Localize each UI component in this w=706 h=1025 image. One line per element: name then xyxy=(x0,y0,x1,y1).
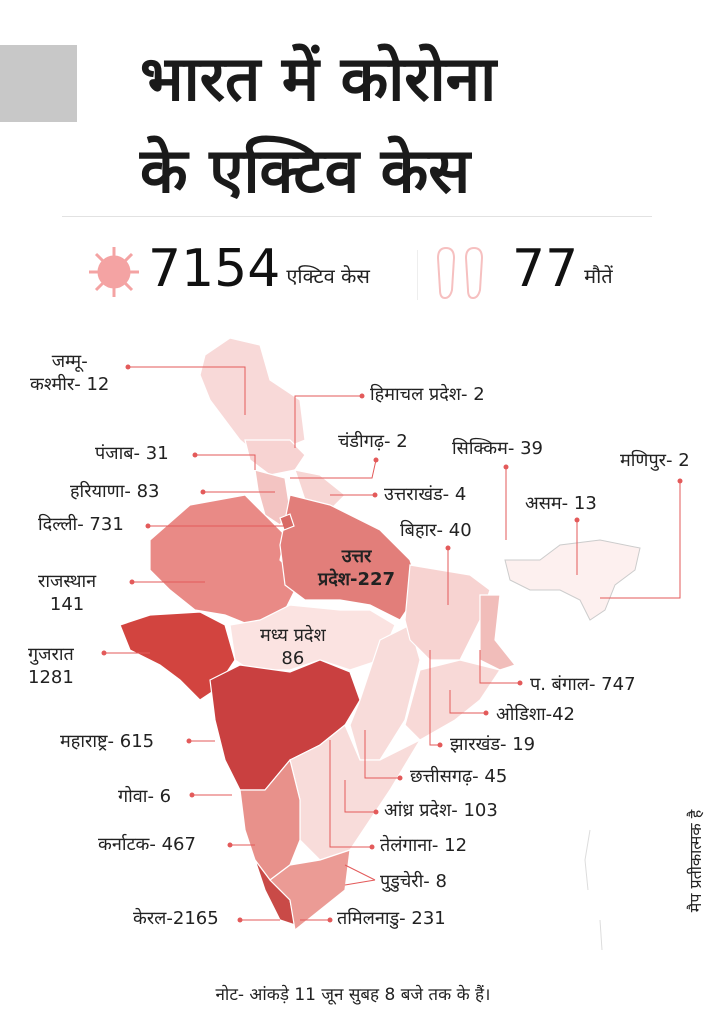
region-haryana xyxy=(254,469,291,526)
stat-separator xyxy=(417,250,418,300)
label-up-line2: प्रदेश-227 xyxy=(318,569,396,591)
label-chandigarh: चंडीगढ़- 2 xyxy=(338,431,408,452)
label-uttar-pradesh: उत्तर प्रदेश-227 xyxy=(318,545,395,592)
label-delhi: दिल्ली- 731 xyxy=(38,514,124,535)
label-jammu-kashmir: जम्मू- कश्मीर- 12 xyxy=(30,350,109,397)
label-gj-line2: 1281 xyxy=(28,667,74,689)
label-rajasthan: राजस्थान 141 xyxy=(38,570,96,617)
deaths-value: 77 xyxy=(512,239,579,299)
label-uttarakhand: उत्तराखंड- 4 xyxy=(384,484,467,505)
region-northeast xyxy=(504,539,641,621)
active-cases-stat: 7154 एक्टिव केस xyxy=(148,243,370,295)
label-mp-line1: मध्य प्रदेश xyxy=(260,625,326,646)
label-jharkhand: झारखंड- 19 xyxy=(450,734,536,755)
region-rajasthan xyxy=(149,494,301,626)
active-cases-value: 7154 xyxy=(148,239,281,299)
label-bihar: बिहार- 40 xyxy=(400,520,472,541)
region-odisha xyxy=(404,659,501,741)
title-line-2: के एक्टिव केस xyxy=(140,134,471,207)
label-kerala: केरल-2165 xyxy=(133,908,219,929)
label-west-bengal: प. बंगाल- 747 xyxy=(530,674,636,695)
label-goa: गोवा- 6 xyxy=(118,786,172,807)
leader-lines xyxy=(104,366,681,921)
deaths-label: मौतें xyxy=(584,264,613,288)
label-punjab: पंजाब- 31 xyxy=(95,443,169,464)
label-assam: असम- 13 xyxy=(525,493,597,514)
label-rj-line1: राजस्थान xyxy=(38,571,97,592)
label-odisha: ओडिशा-42 xyxy=(496,704,576,725)
region-tamil-nadu xyxy=(269,849,351,932)
label-maharashtra: महाराष्ट्र- 615 xyxy=(60,731,155,752)
map-disclaimer: मैप प्रतीकात्मक है xyxy=(686,809,705,913)
label-andhra-pradesh: आंध्र प्रदेश- 103 xyxy=(384,800,498,821)
label-madhya-pradesh: मध्य प्रदेश 86 xyxy=(260,624,326,671)
label-tamil-nadu: तमिलनाडु- 231 xyxy=(337,908,446,929)
virus-icon xyxy=(89,247,139,297)
label-mp-line2: 86 xyxy=(281,648,305,670)
andaman-islands xyxy=(584,829,603,951)
label-haryana: हरियाणा- 83 xyxy=(70,481,160,502)
active-cases-label: एक्टिव केस xyxy=(286,264,370,288)
title-line-1: भारत में कोरोना xyxy=(140,42,497,115)
label-up-line1: उत्तर xyxy=(341,546,372,567)
region-chhattisgarh xyxy=(349,624,421,761)
label-manipur: मणिपुर- 2 xyxy=(620,450,690,471)
label-sikkim: सिक्किम- 39 xyxy=(452,438,544,459)
label-telangana: तेलंगाना- 12 xyxy=(380,835,468,856)
region-uttar-pradesh xyxy=(279,494,421,621)
gray-placeholder-box xyxy=(0,45,77,122)
label-gujarat: गुजरात 1281 xyxy=(28,643,74,690)
label-rj-line2: 141 xyxy=(49,594,85,616)
divider xyxy=(62,216,652,217)
deaths-stat: 77 मौतें xyxy=(512,243,613,295)
label-chhattisgarh: छत्तीसगढ़- 45 xyxy=(410,766,508,787)
label-puducherry: पुडुचेरी- 8 xyxy=(380,871,447,892)
region-west-bengal xyxy=(479,594,517,671)
label-himachal-pradesh: हिमाचल प्रदेश- 2 xyxy=(370,384,485,405)
label-jk-line1: जम्मू- xyxy=(51,351,88,372)
label-karnataka: कर्नाटक- 467 xyxy=(98,834,196,855)
footnote: नोट- आंकड़े 11 जून सुबह 8 बजे तक के हैं। xyxy=(215,985,491,1005)
region-jammu-kashmir xyxy=(199,337,306,456)
label-gj-line1: गुजरात xyxy=(28,644,74,665)
footprints-icon xyxy=(436,246,484,300)
label-jk-line2: कश्मीर- 12 xyxy=(30,374,110,396)
leader-dots xyxy=(101,364,683,923)
